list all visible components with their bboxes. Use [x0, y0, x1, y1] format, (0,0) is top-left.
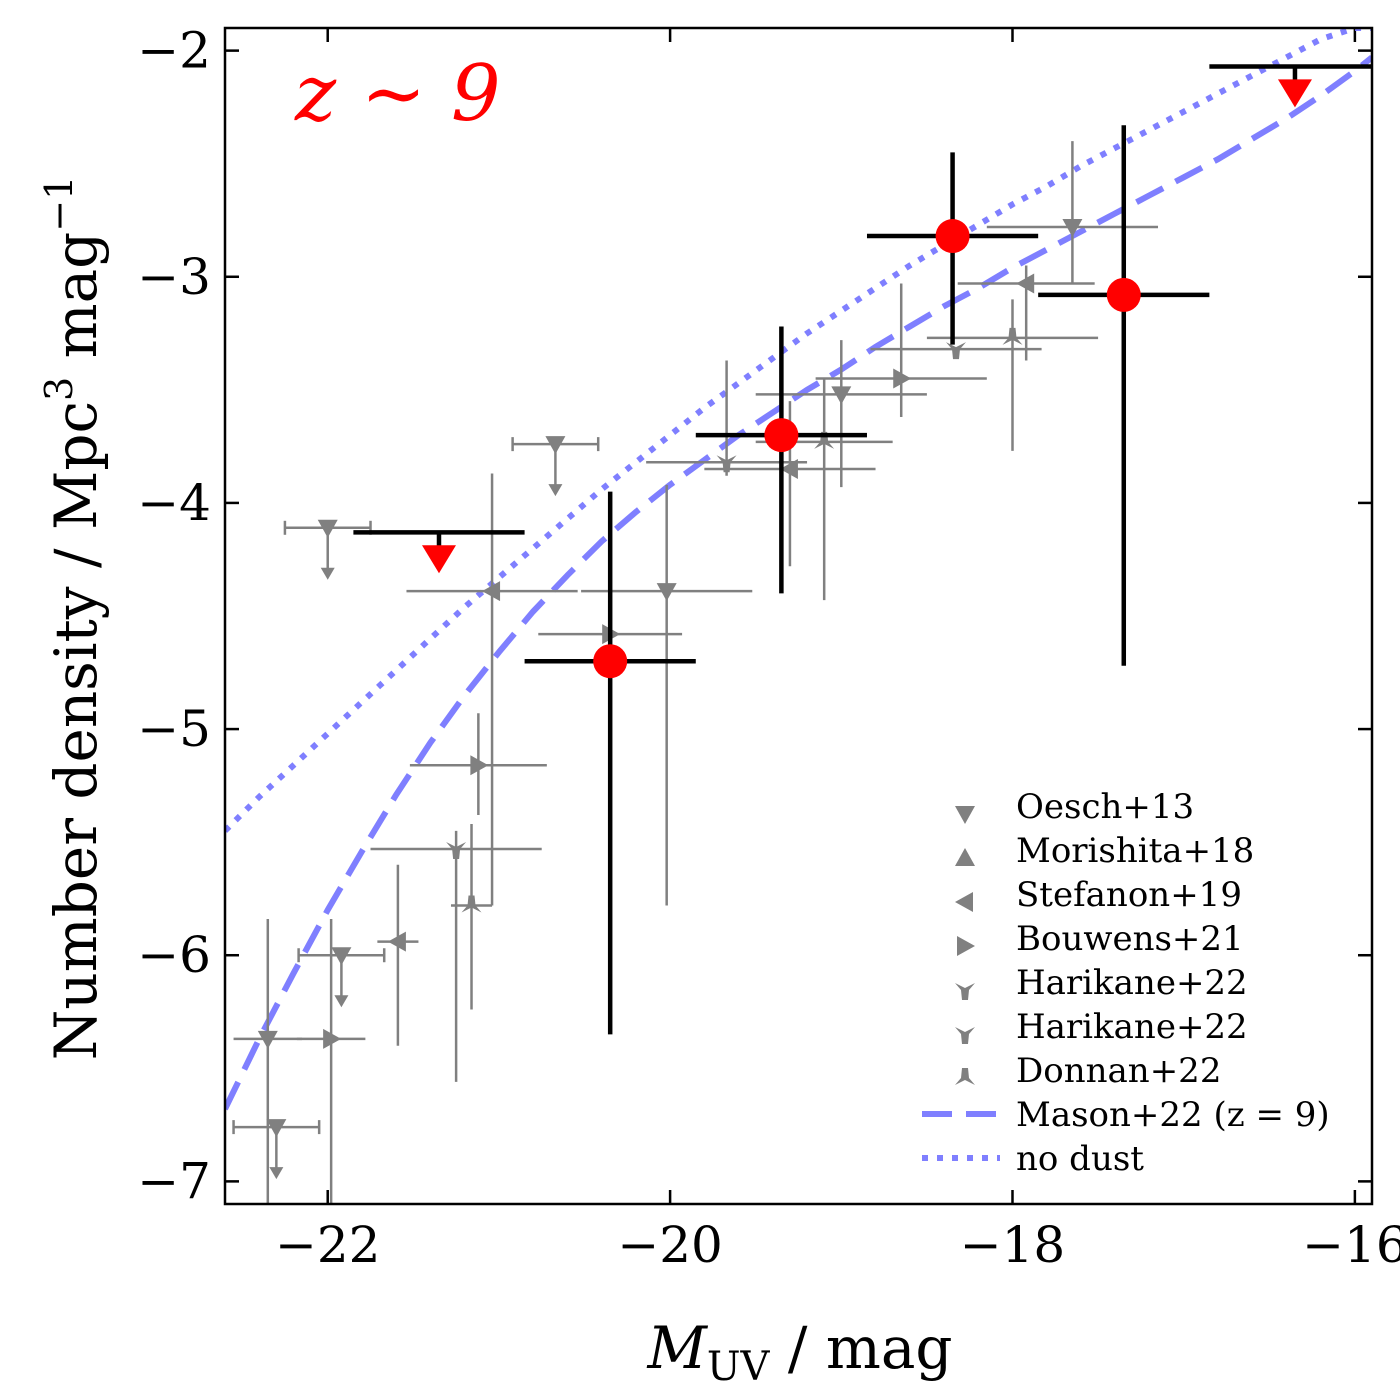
lit-limit-arrowhead — [334, 995, 349, 1008]
axis-ticks: −22 −20 −18 −16 −7 −6 −5 −4 −3 −2 — [137, 22, 1400, 1274]
work-point — [1106, 277, 1141, 312]
lit-marker — [446, 841, 467, 859]
lit-marker — [814, 431, 835, 449]
lit-limit-arrowhead — [320, 567, 335, 580]
lit-marker — [1062, 219, 1083, 238]
lit-marker — [387, 931, 406, 952]
lit-marker — [1016, 273, 1035, 294]
lit-marker — [716, 455, 737, 473]
no-dust-curve — [225, 28, 1372, 833]
redshift-annotation: z ∼ 9 — [294, 49, 501, 139]
legend-label: Bouwens+21 — [1016, 919, 1244, 959]
legend-label: Mason+22 (z = 9) — [1016, 1095, 1330, 1135]
y-tick-label: −5 — [137, 700, 211, 758]
work-upper-limit-marker — [421, 545, 456, 574]
legend-marker — [955, 1027, 975, 1044]
legend: Oesch+13Morishita+18Stefanon+19Bouwens+2… — [922, 787, 1330, 1179]
y-tick-label: −3 — [137, 248, 211, 306]
x-tick-label: −16 — [1302, 1216, 1400, 1274]
work-point — [935, 219, 970, 254]
work-upper-limit-marker — [1277, 79, 1312, 108]
lit-marker — [945, 342, 966, 360]
lit-limit-arrowhead — [548, 484, 563, 497]
legend-label: Harikane+22 — [1016, 963, 1248, 1003]
lit-marker — [317, 519, 338, 538]
y-axis-title: Number density / Mpc3 mag−1 — [37, 176, 110, 1061]
legend-label: Morishita+18 — [1016, 831, 1254, 871]
lit-marker — [545, 436, 566, 455]
lit-marker — [266, 1119, 287, 1138]
lit-marker — [1002, 327, 1023, 345]
legend-label: Oesch+13 — [1016, 787, 1194, 827]
legend-label: no dust — [1016, 1139, 1144, 1179]
legend-marker — [955, 1068, 975, 1085]
legend-label: Harikane+22 — [1016, 1007, 1248, 1047]
x-tick-label: −18 — [960, 1216, 1066, 1274]
y-tick-label: −2 — [137, 22, 211, 80]
lit-marker — [482, 581, 501, 602]
lit-marker — [461, 895, 482, 913]
mason22-curve — [225, 55, 1372, 1111]
lit-marker — [470, 755, 489, 776]
legend-label: Donnan+22 — [1016, 1051, 1221, 1091]
legend-marker — [957, 936, 975, 956]
x-axis-title: MUV / mag — [646, 1314, 952, 1390]
lit-limit-arrowhead — [269, 1167, 284, 1180]
lit-marker — [257, 1030, 278, 1049]
x-tick-label: −22 — [275, 1216, 381, 1274]
lit-marker — [779, 459, 798, 479]
legend-marker — [955, 848, 975, 866]
this-work-points — [353, 64, 1372, 1035]
plot-frame — [223, 26, 1374, 1206]
legend-marker — [955, 983, 975, 1000]
work-point — [593, 644, 628, 679]
work-point — [764, 418, 799, 453]
model-curves — [225, 28, 1372, 1111]
y-tick-label: −6 — [137, 926, 211, 984]
lit-marker — [656, 583, 677, 602]
legend-marker — [955, 892, 973, 912]
lit-marker — [323, 1028, 342, 1049]
lit-marker — [893, 368, 912, 389]
x-tick-label: −20 — [617, 1216, 723, 1274]
y-tick-label: −7 — [137, 1152, 211, 1210]
lit-marker — [831, 386, 852, 405]
legend-label: Stefanon+19 — [1016, 875, 1242, 915]
legend-marker — [955, 806, 975, 824]
lit-marker — [331, 947, 352, 966]
y-tick-label: −4 — [137, 474, 211, 532]
